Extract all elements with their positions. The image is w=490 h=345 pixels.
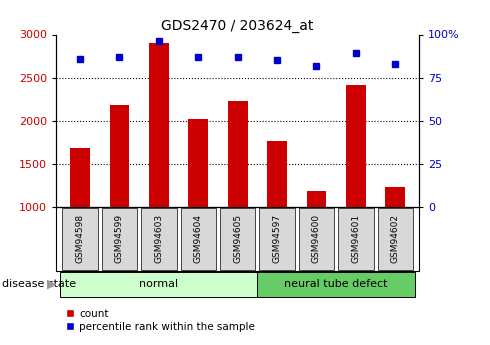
Text: GSM94597: GSM94597 bbox=[272, 214, 282, 264]
FancyBboxPatch shape bbox=[60, 272, 257, 297]
Bar bbox=[228, 101, 247, 207]
FancyBboxPatch shape bbox=[259, 208, 295, 270]
Text: neural tube defect: neural tube defect bbox=[284, 279, 388, 289]
FancyBboxPatch shape bbox=[180, 208, 216, 270]
FancyBboxPatch shape bbox=[102, 208, 137, 270]
Legend: count, percentile rank within the sample: count, percentile rank within the sample bbox=[62, 305, 259, 336]
Text: GSM94598: GSM94598 bbox=[75, 214, 84, 264]
Bar bbox=[188, 119, 208, 207]
Bar bbox=[386, 187, 405, 207]
FancyBboxPatch shape bbox=[141, 208, 176, 270]
FancyBboxPatch shape bbox=[338, 208, 374, 270]
Text: GSM94605: GSM94605 bbox=[233, 214, 242, 264]
FancyBboxPatch shape bbox=[299, 208, 334, 270]
Bar bbox=[70, 148, 90, 207]
FancyBboxPatch shape bbox=[378, 208, 413, 270]
Text: disease state: disease state bbox=[2, 279, 76, 289]
FancyBboxPatch shape bbox=[62, 208, 98, 270]
Text: GSM94600: GSM94600 bbox=[312, 214, 321, 264]
Text: ▶: ▶ bbox=[47, 278, 56, 290]
Text: GSM94604: GSM94604 bbox=[194, 214, 203, 264]
FancyBboxPatch shape bbox=[220, 208, 255, 270]
Text: GSM94599: GSM94599 bbox=[115, 214, 124, 264]
Text: GSM94602: GSM94602 bbox=[391, 214, 400, 264]
Bar bbox=[267, 141, 287, 207]
FancyBboxPatch shape bbox=[257, 272, 415, 297]
Text: GSM94601: GSM94601 bbox=[351, 214, 360, 264]
Bar bbox=[110, 105, 129, 207]
Text: normal: normal bbox=[139, 279, 178, 289]
Bar bbox=[346, 85, 366, 207]
Bar bbox=[149, 43, 169, 207]
Text: GSM94603: GSM94603 bbox=[154, 214, 163, 264]
Bar bbox=[307, 190, 326, 207]
Title: GDS2470 / 203624_at: GDS2470 / 203624_at bbox=[162, 19, 314, 33]
